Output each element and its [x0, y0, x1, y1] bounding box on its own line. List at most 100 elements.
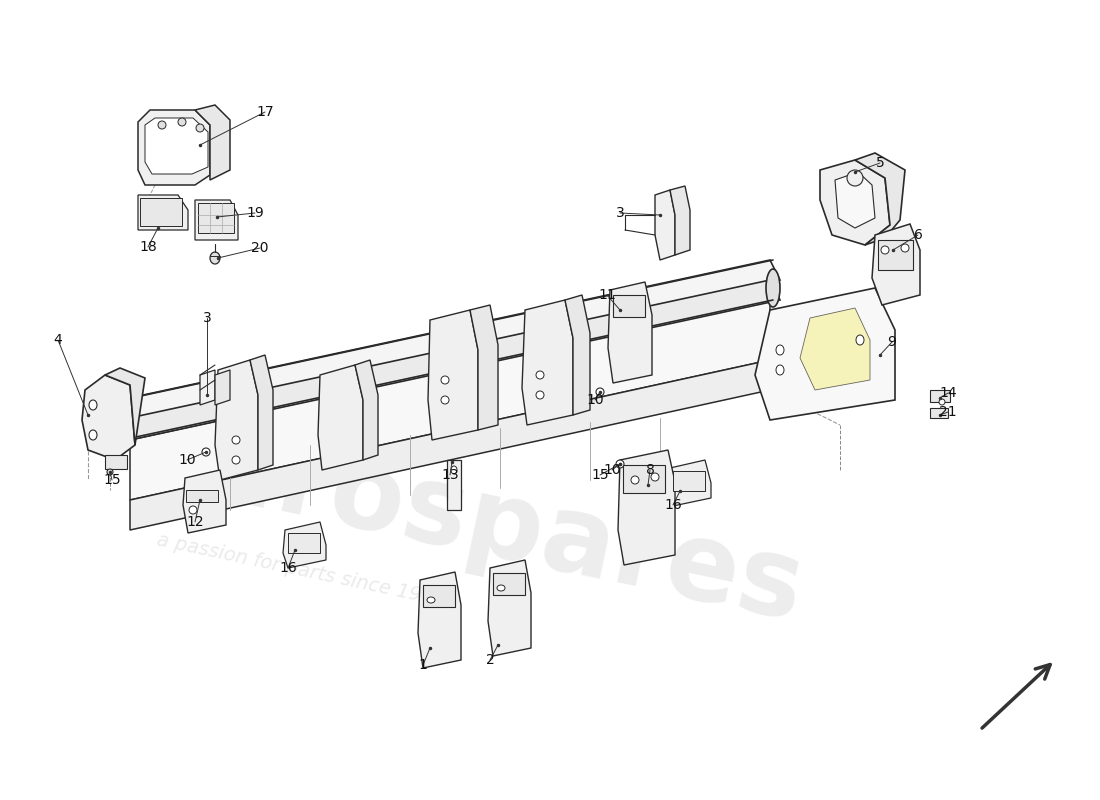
Polygon shape: [668, 460, 711, 506]
Polygon shape: [755, 288, 895, 420]
Ellipse shape: [536, 391, 544, 399]
Polygon shape: [428, 310, 478, 440]
Polygon shape: [283, 522, 326, 568]
Text: 13: 13: [441, 468, 459, 482]
Polygon shape: [800, 308, 870, 390]
Bar: [104, 455, 126, 469]
Polygon shape: [654, 190, 675, 260]
Ellipse shape: [776, 365, 784, 375]
Polygon shape: [250, 355, 273, 470]
Polygon shape: [130, 300, 770, 500]
Bar: [447, 460, 461, 510]
Ellipse shape: [441, 396, 449, 404]
Polygon shape: [120, 260, 780, 420]
Text: 6: 6: [914, 228, 923, 242]
Ellipse shape: [881, 246, 889, 254]
Text: 10: 10: [586, 393, 604, 407]
Text: 10: 10: [603, 463, 620, 477]
Ellipse shape: [856, 335, 864, 345]
Ellipse shape: [202, 448, 210, 456]
Ellipse shape: [89, 430, 97, 440]
Ellipse shape: [89, 400, 97, 410]
Bar: [673, 471, 705, 491]
Text: 4: 4: [54, 333, 63, 347]
Polygon shape: [608, 282, 652, 383]
Ellipse shape: [776, 345, 784, 355]
Text: 15: 15: [591, 468, 608, 482]
Text: 3: 3: [202, 311, 211, 325]
Bar: [140, 198, 182, 226]
Polygon shape: [138, 195, 188, 230]
Text: 9: 9: [888, 335, 896, 349]
Bar: [930, 390, 950, 402]
Polygon shape: [145, 118, 208, 174]
Polygon shape: [522, 300, 573, 425]
Polygon shape: [82, 375, 135, 460]
Ellipse shape: [232, 456, 240, 464]
Bar: [613, 295, 645, 317]
Bar: [623, 465, 666, 493]
Polygon shape: [120, 280, 780, 440]
Ellipse shape: [232, 436, 240, 444]
Ellipse shape: [596, 388, 604, 396]
Ellipse shape: [451, 466, 456, 474]
Polygon shape: [195, 200, 238, 240]
Bar: [878, 240, 913, 270]
Text: 20: 20: [251, 241, 268, 255]
Ellipse shape: [114, 398, 130, 442]
Text: eurospares: eurospares: [120, 397, 813, 643]
Polygon shape: [195, 105, 230, 180]
Ellipse shape: [107, 469, 113, 475]
Text: a passion for parts since 1985: a passion for parts since 1985: [155, 530, 447, 610]
Polygon shape: [355, 360, 378, 460]
Ellipse shape: [631, 476, 639, 484]
Bar: [424, 585, 455, 607]
Bar: [288, 533, 320, 553]
Polygon shape: [670, 186, 690, 255]
Text: 18: 18: [139, 240, 157, 254]
Ellipse shape: [766, 269, 780, 307]
Bar: [930, 408, 948, 418]
Polygon shape: [214, 360, 258, 480]
Polygon shape: [855, 153, 905, 245]
Ellipse shape: [847, 170, 864, 186]
Text: 2: 2: [485, 653, 494, 667]
Text: 10: 10: [178, 453, 196, 467]
Text: 11: 11: [598, 288, 616, 302]
Ellipse shape: [196, 124, 204, 132]
Polygon shape: [318, 365, 363, 470]
Bar: [186, 490, 218, 502]
Text: 12: 12: [186, 515, 204, 529]
Polygon shape: [183, 470, 226, 533]
Ellipse shape: [158, 121, 166, 129]
Ellipse shape: [210, 252, 220, 264]
Text: 17: 17: [256, 105, 274, 119]
Text: 8: 8: [646, 463, 654, 477]
Ellipse shape: [939, 399, 945, 405]
Ellipse shape: [616, 460, 624, 468]
Ellipse shape: [427, 597, 434, 603]
Polygon shape: [104, 368, 145, 445]
Text: 16: 16: [279, 561, 297, 575]
Ellipse shape: [536, 371, 544, 379]
Text: 15: 15: [103, 473, 121, 487]
Polygon shape: [872, 224, 920, 305]
Polygon shape: [214, 370, 230, 405]
Ellipse shape: [441, 376, 449, 384]
Text: 14: 14: [939, 386, 957, 400]
Ellipse shape: [189, 506, 197, 514]
Ellipse shape: [178, 118, 186, 126]
Polygon shape: [200, 370, 214, 405]
Text: 3: 3: [616, 206, 625, 220]
Text: 16: 16: [664, 498, 682, 512]
Text: 19: 19: [246, 206, 264, 220]
Polygon shape: [618, 450, 675, 565]
Bar: [198, 203, 234, 233]
Polygon shape: [418, 572, 461, 668]
Text: 5: 5: [876, 156, 884, 170]
Ellipse shape: [901, 244, 909, 252]
Polygon shape: [820, 160, 890, 245]
Bar: [493, 573, 525, 595]
Ellipse shape: [651, 473, 659, 481]
Polygon shape: [130, 360, 770, 530]
